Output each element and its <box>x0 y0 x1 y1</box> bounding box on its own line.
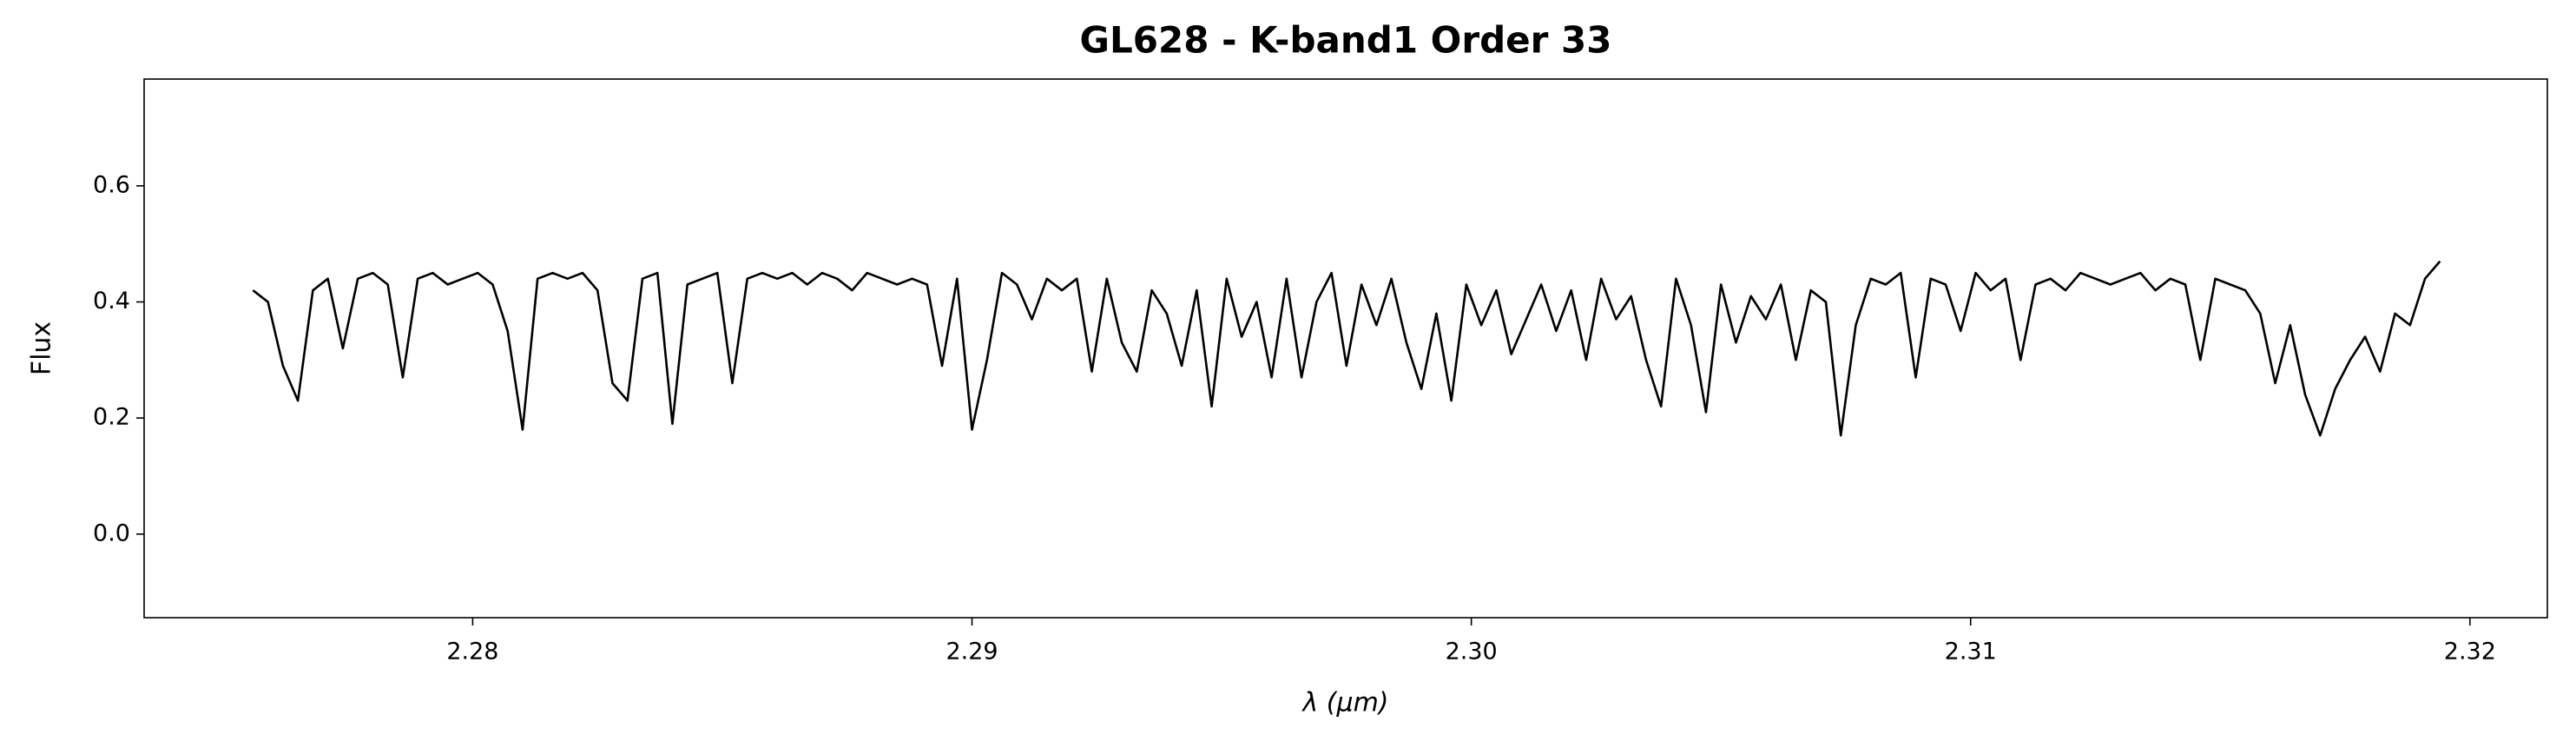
plot-frame <box>143 78 2548 619</box>
spectrum-line <box>252 260 2441 437</box>
y-tick-label: 0.0 <box>93 520 130 546</box>
y-tick-label: 0.2 <box>93 404 130 431</box>
y-tick-label: 0.6 <box>93 171 130 198</box>
x-tick-label: 2.30 <box>1446 639 1498 665</box>
x-tick-label: 2.31 <box>1945 639 1997 665</box>
x-axis-label: λ (μm) <box>1301 688 1388 718</box>
y-tick-label: 0.4 <box>93 288 130 314</box>
x-tick-label: 2.29 <box>945 639 998 665</box>
chart-title: GL628 - K-band1 Order 33 <box>1080 19 1612 62</box>
x-tick-label: 2.32 <box>2444 639 2496 665</box>
y-axis-label: Flux <box>27 321 57 375</box>
x-tick-label: 2.28 <box>446 639 498 665</box>
